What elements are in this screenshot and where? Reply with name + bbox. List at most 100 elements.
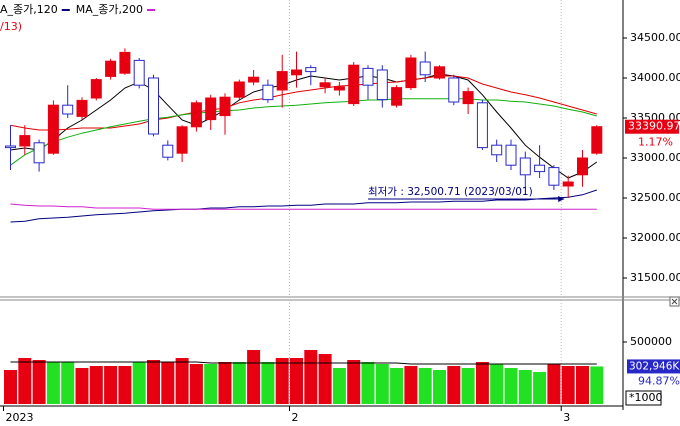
candle-body xyxy=(319,82,331,88)
x-tick-label: 2023 xyxy=(6,411,34,424)
annotation-arrow xyxy=(558,195,565,202)
y-tick-label: 32500.00 xyxy=(630,191,680,204)
candle-body xyxy=(33,142,45,164)
candle-body xyxy=(491,144,503,156)
ratio-label: 94.87% xyxy=(638,374,680,387)
moving-average-line xyxy=(10,98,597,166)
moving-average-line xyxy=(10,203,597,210)
candle-body xyxy=(519,157,531,176)
volume-bar xyxy=(261,361,275,404)
volume-bar xyxy=(89,366,103,404)
y-tick-label: 34000.00 xyxy=(630,71,680,84)
legend-label[interactable]: MA_종가,200 xyxy=(76,3,143,16)
volume-bar xyxy=(218,361,232,404)
x-tick-label: 3 xyxy=(563,411,570,424)
candle-body xyxy=(362,67,374,86)
candle-body xyxy=(90,79,102,99)
moving-average-line xyxy=(10,189,597,223)
candle-body xyxy=(233,81,245,98)
candle-body xyxy=(476,102,488,149)
legend-label[interactable]: A_종가,120 xyxy=(0,3,58,16)
change-label: 1.17% xyxy=(638,136,673,149)
volume-bar xyxy=(132,361,146,404)
candle-body xyxy=(205,97,217,121)
candle-body xyxy=(62,104,74,115)
volume-bar xyxy=(104,366,118,404)
volume-ma-line xyxy=(10,361,597,365)
candle-body xyxy=(248,76,260,83)
volume-bar xyxy=(304,350,318,404)
y-tick-label: 32000.00 xyxy=(630,231,680,244)
moving-average-line xyxy=(10,75,597,131)
volume-bar xyxy=(418,368,432,404)
volume-bar xyxy=(275,357,289,404)
candle-body xyxy=(448,77,460,103)
candle-body xyxy=(348,64,360,105)
candle-body xyxy=(262,84,274,101)
volume-bar xyxy=(175,357,189,404)
candle-body xyxy=(462,91,474,105)
candle-body xyxy=(76,99,88,117)
last-volume-label: 302,946K xyxy=(629,360,680,372)
candle-body xyxy=(291,69,302,76)
volume-bar xyxy=(247,350,261,404)
volume-bar xyxy=(204,364,218,404)
y-tick-label: 33000.00 xyxy=(630,151,680,164)
candle-body xyxy=(190,102,202,128)
candle-body xyxy=(276,71,288,91)
x-tick-label: 2 xyxy=(292,411,299,424)
candle-body xyxy=(333,86,345,91)
close-icon xyxy=(671,298,678,305)
volume-bar xyxy=(118,366,132,404)
candle-body xyxy=(176,126,188,154)
last-volume-box xyxy=(627,359,680,374)
annotation: 최저가 : 32,500.71 (2023/03/01) xyxy=(368,186,533,198)
y-tick-label: 31500.00 xyxy=(630,271,680,284)
candle-body xyxy=(505,144,517,166)
volume-bar xyxy=(533,372,547,404)
volume-bar xyxy=(232,361,246,404)
last-price-label: 33390.97 xyxy=(628,120,680,133)
volume-bar xyxy=(561,366,575,404)
candle-body xyxy=(391,87,403,106)
volume-bar xyxy=(147,359,160,404)
volume-bar xyxy=(189,364,203,404)
volume-bar xyxy=(290,357,303,404)
volume-bar xyxy=(547,364,561,404)
candle-body xyxy=(148,77,159,135)
period-label: /13) xyxy=(0,20,22,33)
volume-bar xyxy=(75,368,89,404)
candle-body xyxy=(305,67,317,73)
candle-body xyxy=(119,51,131,74)
volume-bar xyxy=(490,364,504,404)
volume-bar xyxy=(46,361,60,404)
candle-body xyxy=(162,144,174,158)
plot-area xyxy=(5,0,603,297)
unit-label: *1000 xyxy=(629,391,663,404)
volume-bar xyxy=(518,370,532,404)
volume-bar xyxy=(361,361,375,404)
candle-body xyxy=(548,167,560,186)
volume-bar xyxy=(590,366,604,404)
volume-bar xyxy=(504,368,518,404)
volume-bar xyxy=(161,361,175,404)
candle-body xyxy=(19,135,31,147)
volume-bar xyxy=(18,357,32,404)
volume-bar xyxy=(32,359,46,404)
volume-bar xyxy=(576,366,589,404)
last-price-box xyxy=(625,119,679,134)
candle-body xyxy=(419,61,431,76)
candle-body xyxy=(133,59,145,86)
y-tick-label: 34500.00 xyxy=(630,31,680,44)
plot-area xyxy=(4,300,604,404)
volume-bar xyxy=(447,366,461,404)
volume-bar xyxy=(390,368,404,404)
candle-body xyxy=(591,126,603,154)
candle-body xyxy=(405,57,417,89)
candle-body xyxy=(434,66,445,79)
candle-body xyxy=(562,181,574,187)
candle-body xyxy=(577,157,588,176)
candle-body xyxy=(105,60,117,77)
y-tick-label: 500000 xyxy=(630,335,672,348)
